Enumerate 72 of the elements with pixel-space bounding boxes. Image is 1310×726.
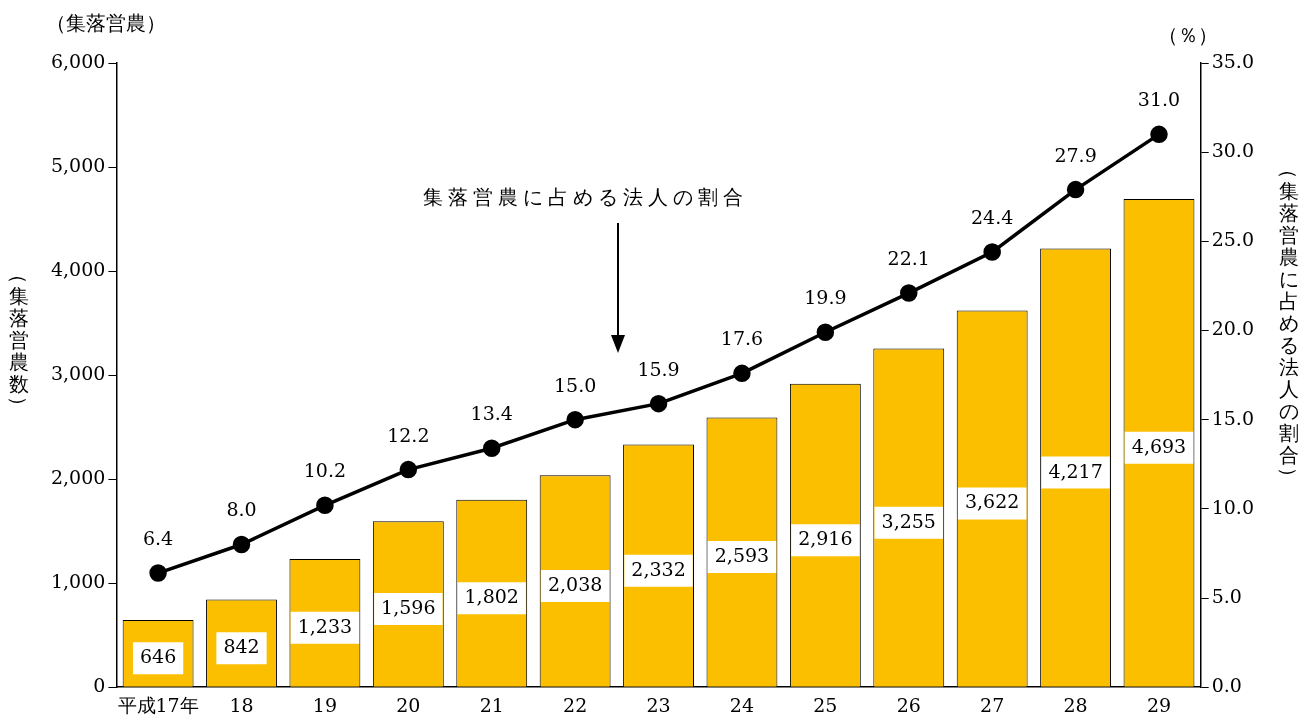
y2-tick-label: 35.0 — [1211, 49, 1255, 72]
y2-tick-label: 0.0 — [1211, 674, 1242, 697]
data-label: 27.9 — [1054, 143, 1097, 166]
data-label: 2,593 — [714, 544, 770, 567]
x-tick-label: 20 — [396, 693, 421, 716]
data-label: 8.0 — [226, 498, 257, 521]
data-label: 17.6 — [720, 327, 764, 350]
point — [900, 284, 918, 302]
x-tick-label: 25 — [813, 693, 838, 716]
x-tick-label: 28 — [1063, 693, 1088, 716]
point — [482, 439, 501, 457]
data-label: 646 — [139, 645, 177, 668]
x-tick-label: 24 — [729, 693, 755, 716]
data-label: 15.9 — [637, 357, 680, 380]
x-tick-label: 21 — [479, 693, 504, 716]
point — [816, 323, 835, 342]
data-label: 3,622 — [964, 490, 1020, 513]
y-axis-title: （集落営農数） — [7, 264, 31, 416]
point — [1066, 180, 1085, 199]
data-label: 4,693 — [1131, 434, 1187, 457]
data-label: 22.1 — [887, 247, 930, 269]
y-tick-label: 0 — [93, 674, 106, 697]
y2-tick-label: 20.0 — [1211, 317, 1255, 340]
x-tick-label: 27 — [980, 693, 1005, 716]
point — [983, 243, 1001, 261]
text: （集落営農） — [46, 10, 166, 37]
data-label: 2,916 — [798, 527, 853, 550]
x-tick-label: 19 — [312, 693, 338, 716]
y2-tick-label: 5.0 — [1211, 584, 1242, 607]
data-label: 15.0 — [553, 373, 597, 396]
point — [566, 410, 584, 429]
data-label: 3,255 — [881, 509, 936, 532]
y2-tick-label: 25.0 — [1211, 228, 1255, 251]
point — [232, 535, 251, 554]
point — [316, 496, 334, 515]
annotation: 集落営農に占める法人の割合 — [423, 184, 748, 211]
point — [399, 460, 418, 479]
data-label: 4,217 — [1048, 459, 1103, 482]
x-tick-label: 22 — [563, 693, 588, 716]
data-label: 2,038 — [547, 572, 603, 595]
y2-tick-label: 10.0 — [1211, 495, 1255, 518]
text: （％） — [1158, 22, 1218, 49]
y-tick-label: 6,000 — [50, 49, 106, 72]
x-tick-label: 29 — [1146, 693, 1172, 716]
y-tick-label: 2,000 — [50, 466, 106, 489]
y-tick-label: 1,000 — [50, 570, 106, 593]
data-label: 10.2 — [303, 459, 347, 482]
data-label: 19.9 — [804, 286, 847, 309]
data-label: 1,233 — [297, 614, 353, 637]
data-label: 1,802 — [464, 585, 519, 608]
data-label: 2,332 — [631, 557, 686, 580]
x-tick-label: 26 — [896, 693, 921, 716]
data-label: 13.4 — [470, 402, 513, 425]
point — [1150, 125, 1168, 144]
y-tick-label: 5,000 — [50, 153, 106, 176]
text: （集落営農に占める法人の割合） — [1277, 159, 1301, 487]
point — [649, 394, 668, 413]
x-tick-label: 平成17年 — [117, 693, 199, 716]
y2-tick-label: 30.0 — [1211, 139, 1255, 162]
data-label: 12.2 — [387, 423, 430, 446]
x-tick-label: 18 — [229, 693, 254, 716]
x-tick-label: 23 — [646, 693, 671, 716]
y-tick-label: 3,000 — [50, 362, 106, 385]
point — [733, 364, 751, 383]
point — [149, 564, 167, 582]
data-label: 31.0 — [1137, 88, 1181, 111]
data-label: 1,596 — [381, 595, 436, 618]
y-tick-label: 4,000 — [50, 258, 106, 280]
data-label: 842 — [223, 635, 260, 658]
y2-tick-label: 15.0 — [1211, 406, 1255, 429]
data-label: 24.4 — [971, 205, 1014, 228]
data-label: 6.4 — [142, 527, 174, 549]
